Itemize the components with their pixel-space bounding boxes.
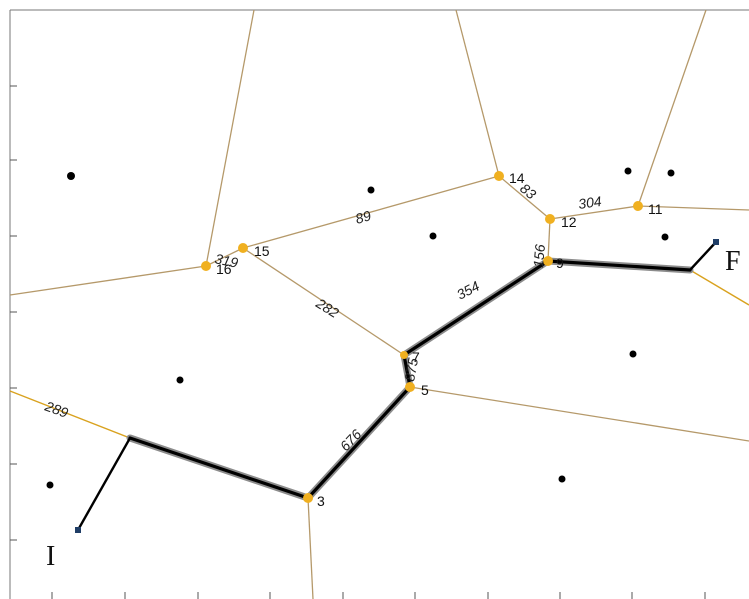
vertex-label-14: 14 [509, 170, 525, 186]
weight-676: 676 [337, 426, 365, 454]
connector-start [76, 437, 132, 531]
endpoints: I F [46, 239, 741, 572]
shortest-path-line [128, 259, 692, 500]
voronoi-sites [46, 167, 675, 489]
plot-frame [9, 9, 749, 599]
edge-top-to-16 [205, 9, 255, 267]
vertex-label-12: 12 [561, 214, 577, 230]
vertex-9 [543, 256, 553, 266]
site-point [429, 232, 437, 240]
vertex-5 [405, 382, 415, 392]
site-point [629, 350, 637, 358]
site-point [367, 186, 375, 194]
site-point [46, 481, 54, 489]
weight-354: 354 [454, 277, 482, 302]
end-label: F [725, 246, 741, 277]
site-point [624, 167, 632, 175]
voronoi-edges [9, 9, 749, 599]
vertex-15 [238, 243, 248, 253]
edge-12-11 [549, 205, 639, 220]
vertex-14 [494, 171, 504, 181]
vertex-label-9: 9 [556, 255, 564, 271]
edge-top-to-11 [637, 9, 707, 207]
voronoi-vertices [201, 171, 643, 503]
site-point [667, 169, 675, 177]
weight-319: 319 [213, 250, 239, 271]
edge-15-14 [242, 175, 500, 249]
vertex-label-11: 11 [648, 201, 663, 217]
edge-16-15 [205, 247, 244, 267]
site-point [176, 376, 184, 384]
connector-end [689, 241, 717, 271]
vertex-label-3: 3 [317, 493, 325, 509]
vertex-11 [633, 201, 643, 211]
weight-304: 304 [577, 193, 603, 212]
vertex-label-15: 15 [254, 243, 270, 259]
edge-3-bottom [307, 497, 314, 599]
edge-junction-right-to-end [689, 269, 749, 306]
vertex-label-5: 5 [421, 382, 429, 398]
edge-weights: 289 676 875 354 156 304 83 89 319 282 [42, 180, 603, 454]
site-point [661, 233, 669, 241]
vertex-label-16: 16 [216, 261, 232, 277]
edge-14-12 [498, 175, 551, 220]
vertex-16 [201, 261, 211, 271]
vertex-labels: 3 5 7 9 11 12 14 15 16 [216, 170, 663, 509]
site-point [558, 475, 566, 483]
edge-5-right [409, 386, 749, 442]
edge-11-right [637, 205, 749, 211]
vertex-3 [303, 493, 313, 503]
edge-left-to-16 [9, 265, 207, 296]
edge-15-7 [242, 247, 405, 356]
start-marker [75, 527, 81, 533]
weight-156: 156 [530, 243, 548, 268]
weight-289: 289 [42, 397, 71, 420]
start-label: I [46, 541, 55, 572]
weight-282: 282 [313, 294, 342, 321]
edge-top-to-14 [455, 9, 500, 177]
vertex-7 [400, 351, 408, 359]
vertex-label-7: 7 [412, 349, 420, 365]
vertex-12 [545, 214, 555, 224]
edge-12-9 [547, 218, 551, 262]
shortest-path [76, 241, 717, 531]
end-marker [713, 239, 719, 245]
edge-left-to-junction [9, 390, 131, 439]
weight-89: 89 [353, 207, 373, 227]
weight-875: 875 [401, 357, 421, 383]
site-point [67, 172, 75, 180]
